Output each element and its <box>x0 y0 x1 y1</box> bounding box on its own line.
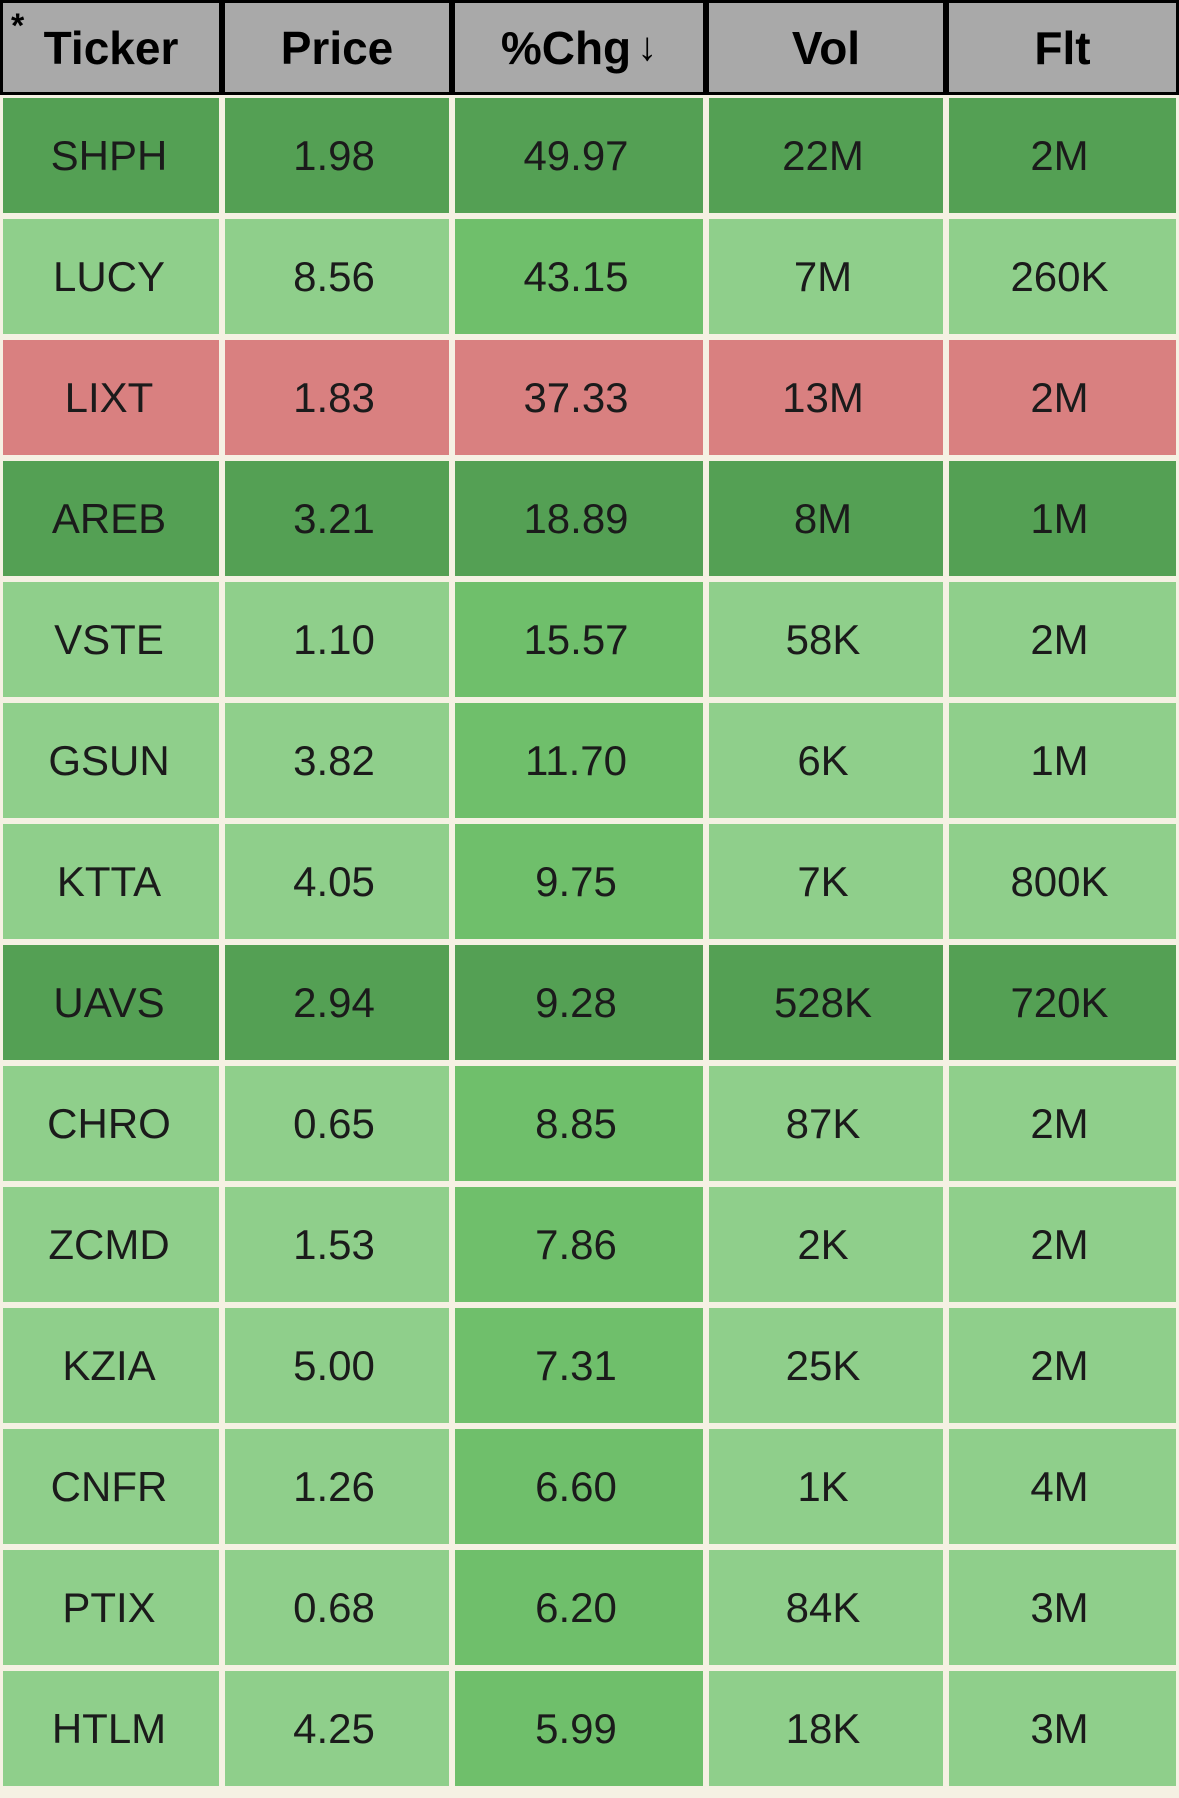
cell-ticker: SHPH <box>0 95 222 216</box>
cell-ticker: CNFR <box>0 1426 222 1547</box>
cell-vol: 8M <box>706 458 946 579</box>
table-row[interactable]: KZIA5.007.3125K2M <box>0 1305 1179 1426</box>
cell-price: 2.94 <box>222 942 452 1063</box>
table-row[interactable]: LUCY8.5643.157M260K <box>0 216 1179 337</box>
cell-ticker: VSTE <box>0 579 222 700</box>
table-header: * Ticker Price %Chg ↓ Vol Flt <box>0 0 1179 95</box>
cell-price: 4.25 <box>222 1668 452 1789</box>
cell-chg: 9.28 <box>452 942 706 1063</box>
cell-ticker: KZIA <box>0 1305 222 1426</box>
cell-vol: 528K <box>706 942 946 1063</box>
cell-flt: 2M <box>946 337 1179 458</box>
cell-ticker: CHRO <box>0 1063 222 1184</box>
cell-price: 0.68 <box>222 1547 452 1668</box>
header-label: %Chg <box>501 21 631 75</box>
cell-price: 4.05 <box>222 821 452 942</box>
cell-chg: 7.86 <box>452 1184 706 1305</box>
cell-vol: 25K <box>706 1305 946 1426</box>
table-row[interactable]: CHRO0.658.8587K2M <box>0 1063 1179 1184</box>
filter-indicator-icon: * <box>11 7 24 46</box>
cell-flt: 2M <box>946 95 1179 216</box>
table-row[interactable]: LIXT1.8337.3313M2M <box>0 337 1179 458</box>
header-flt[interactable]: Flt <box>946 0 1179 95</box>
cell-ticker: LUCY <box>0 216 222 337</box>
table-row[interactable]: HTLM4.255.9918K3M <box>0 1668 1179 1789</box>
cell-chg: 7.31 <box>452 1305 706 1426</box>
cell-chg: 9.75 <box>452 821 706 942</box>
cell-ticker: PTIX <box>0 1547 222 1668</box>
cell-chg: 18.89 <box>452 458 706 579</box>
table-row[interactable]: KTTA4.059.757K800K <box>0 821 1179 942</box>
cell-vol: 7M <box>706 216 946 337</box>
cell-flt: 2M <box>946 579 1179 700</box>
cell-vol: 87K <box>706 1063 946 1184</box>
cell-flt: 260K <box>946 216 1179 337</box>
cell-flt: 2M <box>946 1184 1179 1305</box>
cell-vol: 13M <box>706 337 946 458</box>
cell-flt: 3M <box>946 1668 1179 1789</box>
cell-vol: 84K <box>706 1547 946 1668</box>
cell-price: 1.53 <box>222 1184 452 1305</box>
header-vol[interactable]: Vol <box>706 0 946 95</box>
cell-price: 3.82 <box>222 700 452 821</box>
table-row[interactable]: UAVS2.949.28528K720K <box>0 942 1179 1063</box>
sort-desc-icon: ↓ <box>637 25 657 70</box>
cell-chg: 6.60 <box>452 1426 706 1547</box>
cell-price: 5.00 <box>222 1305 452 1426</box>
header-pct-chg[interactable]: %Chg ↓ <box>452 0 706 95</box>
table-body: SHPH1.9849.9722M2MLUCY8.5643.157M260KLIX… <box>0 95 1179 1789</box>
table-row[interactable]: VSTE1.1015.5758K2M <box>0 579 1179 700</box>
cell-vol: 7K <box>706 821 946 942</box>
header-label: Flt <box>1034 21 1090 75</box>
cell-vol: 6K <box>706 700 946 821</box>
table-row[interactable]: CNFR1.266.601K4M <box>0 1426 1179 1547</box>
header-price[interactable]: Price <box>222 0 452 95</box>
cell-price: 1.83 <box>222 337 452 458</box>
cell-price: 1.26 <box>222 1426 452 1547</box>
cell-chg: 5.99 <box>452 1668 706 1789</box>
table-row[interactable]: SHPH1.9849.9722M2M <box>0 95 1179 216</box>
cell-price: 1.98 <box>222 95 452 216</box>
cell-chg: 15.57 <box>452 579 706 700</box>
cell-chg: 43.15 <box>452 216 706 337</box>
cell-flt: 800K <box>946 821 1179 942</box>
stock-screener-table: * Ticker Price %Chg ↓ Vol Flt SHPH1.9849… <box>0 0 1179 1789</box>
cell-vol: 18K <box>706 1668 946 1789</box>
header-label: Vol <box>792 21 860 75</box>
cell-flt: 720K <box>946 942 1179 1063</box>
cell-flt: 3M <box>946 1547 1179 1668</box>
table-row[interactable]: PTIX0.686.2084K3M <box>0 1547 1179 1668</box>
table-row[interactable]: ZCMD1.537.862K2M <box>0 1184 1179 1305</box>
cell-ticker: KTTA <box>0 821 222 942</box>
cell-chg: 37.33 <box>452 337 706 458</box>
table-row[interactable]: GSUN3.8211.706K1M <box>0 700 1179 821</box>
cell-price: 8.56 <box>222 216 452 337</box>
cell-price: 1.10 <box>222 579 452 700</box>
cell-flt: 2M <box>946 1063 1179 1184</box>
cell-vol: 22M <box>706 95 946 216</box>
cell-vol: 2K <box>706 1184 946 1305</box>
cell-ticker: ZCMD <box>0 1184 222 1305</box>
cell-ticker: AREB <box>0 458 222 579</box>
cell-chg: 6.20 <box>452 1547 706 1668</box>
cell-flt: 2M <box>946 1305 1179 1426</box>
cell-price: 0.65 <box>222 1063 452 1184</box>
cell-chg: 49.97 <box>452 95 706 216</box>
cell-ticker: HTLM <box>0 1668 222 1789</box>
cell-chg: 11.70 <box>452 700 706 821</box>
cell-price: 3.21 <box>222 458 452 579</box>
header-ticker[interactable]: * Ticker <box>0 0 222 95</box>
cell-flt: 1M <box>946 458 1179 579</box>
cell-vol: 1K <box>706 1426 946 1547</box>
table-row[interactable]: AREB3.2118.898M1M <box>0 458 1179 579</box>
cell-chg: 8.85 <box>452 1063 706 1184</box>
cell-ticker: UAVS <box>0 942 222 1063</box>
cell-flt: 1M <box>946 700 1179 821</box>
header-label: Price <box>281 21 394 75</box>
cell-vol: 58K <box>706 579 946 700</box>
cell-flt: 4M <box>946 1426 1179 1547</box>
header-label: Ticker <box>44 21 179 75</box>
cell-ticker: LIXT <box>0 337 222 458</box>
cell-ticker: GSUN <box>0 700 222 821</box>
